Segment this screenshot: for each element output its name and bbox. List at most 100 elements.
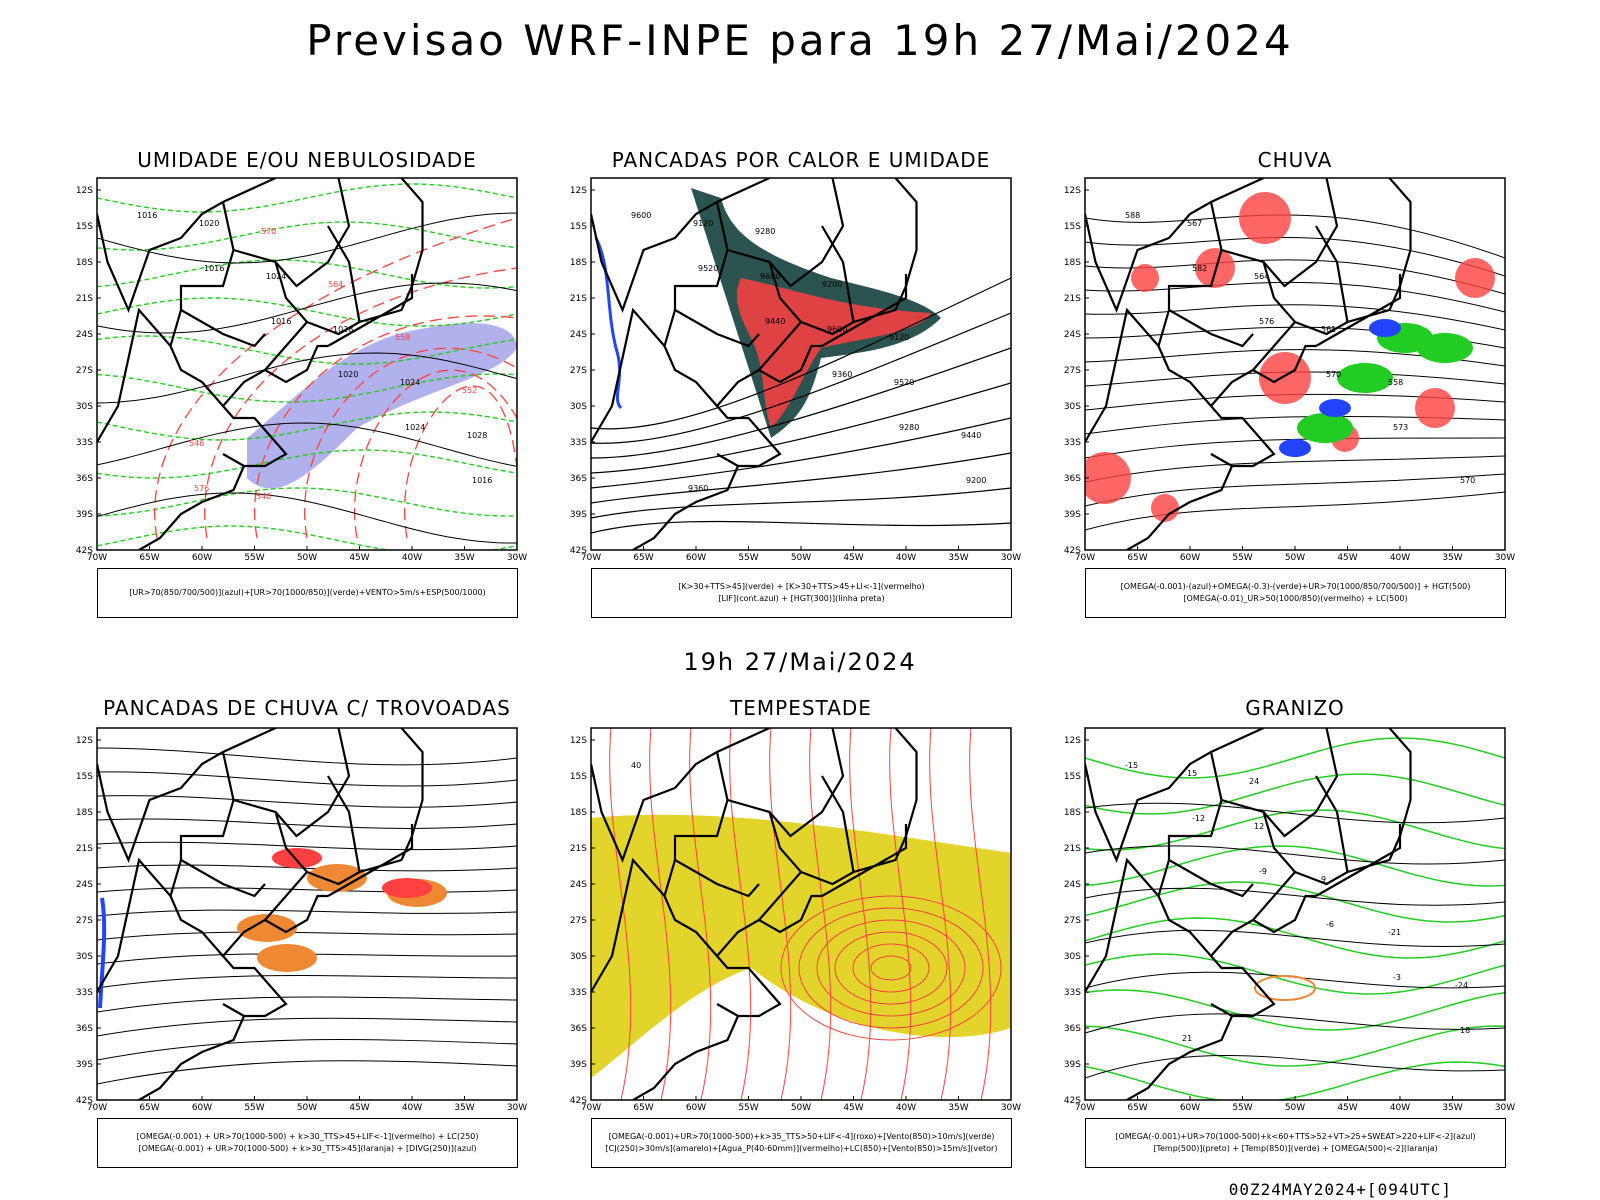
contour-label: 15	[1187, 769, 1197, 778]
contour-label: 558	[395, 333, 410, 342]
legend-line: [K>30+TTS>45](verde) + [K>30+TTS>45+LI<-…	[678, 582, 925, 591]
border-line	[1315, 274, 1402, 347]
lat-tick-label: 33S	[1064, 988, 1081, 998]
border-line	[821, 824, 908, 897]
panel-title: TEMPESTADE	[730, 696, 872, 720]
contour-label: 9280	[899, 423, 919, 432]
rain-blob	[1455, 258, 1495, 298]
contour-label: 9600	[631, 211, 651, 220]
legend-line: [Temp(500)](preto) + [Temp(850)](verde) …	[1153, 1144, 1438, 1153]
lat-tick-label: 33S	[570, 438, 587, 448]
border-line	[591, 178, 770, 314]
omega-blue	[1319, 399, 1351, 417]
lat-tick-label: 12S	[1064, 736, 1081, 746]
temp850-contour	[1085, 917, 1505, 959]
contour-label: 18	[1460, 1026, 1470, 1035]
streamline	[1085, 214, 1505, 259]
hgt-contour	[591, 487, 1011, 519]
lc-contour	[780, 895, 1002, 1041]
thickness-contour	[304, 347, 517, 539]
border-line	[1221, 178, 1339, 288]
border-line	[1262, 178, 1412, 336]
lat-tick-label: 39S	[570, 1060, 587, 1070]
lat-tick-label: 12S	[76, 186, 93, 196]
panel-title: GRANIZO	[1245, 696, 1345, 720]
lon-tick-label: 50W	[297, 553, 317, 563]
pressure-contour	[97, 352, 517, 404]
lat-tick-label: 27S	[76, 366, 93, 376]
hgt-contour	[591, 312, 1011, 444]
streamline	[1085, 473, 1505, 507]
border-line	[1167, 751, 1254, 898]
border-line	[264, 344, 328, 384]
contour-label: 561	[1321, 325, 1336, 334]
lon-tick-label: 55W	[738, 553, 758, 563]
contour-label: 9440	[961, 431, 981, 440]
panel-title: CHUVA	[1257, 148, 1333, 172]
lif-contour	[594, 237, 623, 410]
lat-tick-label: 42S	[76, 546, 93, 556]
lon-tick-label: 65W	[633, 553, 653, 563]
lat-tick-label: 36S	[1064, 1024, 1081, 1034]
contour-label: -6	[1326, 920, 1334, 929]
lat-tick-label: 27S	[1064, 916, 1081, 926]
lon-tick-label: 70W	[87, 553, 107, 563]
water-contour	[649, 728, 672, 1100]
contour-label: 1016	[137, 211, 157, 220]
lat-tick-label: 21S	[1064, 844, 1081, 854]
hgt-contour	[591, 417, 1011, 489]
border-line	[821, 225, 855, 323]
contour-label: 1024	[266, 272, 286, 281]
contour-label: 40	[631, 761, 641, 770]
lat-tick-label: 12S	[570, 186, 587, 196]
panel-title: UMIDADE E/OU NEBULOSIDADE	[137, 148, 477, 172]
border-line	[1209, 871, 1296, 1018]
lat-tick-label: 15S	[1064, 222, 1081, 232]
border-line	[179, 201, 266, 348]
contour-label: 9520	[698, 264, 718, 273]
border-line	[632, 465, 740, 550]
contour-label: 9120	[889, 333, 909, 342]
border-line	[758, 894, 822, 934]
lat-tick-label: 21S	[1064, 294, 1081, 304]
contour-label: -9	[1259, 867, 1267, 876]
contour-label: 9600	[827, 325, 847, 334]
lon-tick-label: 60W	[686, 553, 706, 563]
lat-tick-label: 30S	[76, 952, 93, 962]
streamline	[97, 841, 517, 851]
contour-label: 1028	[333, 325, 353, 334]
border-line	[673, 201, 760, 348]
legend-line: [OMEGA(-0.01)_UR>50(1000/850)(vermelho) …	[1183, 594, 1408, 603]
green-contour	[97, 449, 517, 479]
lat-tick-label: 30S	[570, 952, 587, 962]
border-line	[97, 728, 276, 864]
red-area	[382, 878, 432, 898]
lon-tick-label: 30W	[507, 553, 527, 563]
lon-tick-label: 70W	[87, 1103, 107, 1113]
lon-tick-label: 50W	[791, 553, 811, 563]
map-plot: -15 -12 -9 -6 -3 18 15 12 9 -21 -24 21 24 12S 15S 18S 21…	[1064, 727, 1515, 1113]
water-contour	[889, 728, 912, 1100]
water-contour	[609, 728, 632, 1100]
streamline	[97, 818, 517, 829]
lat-tick-label: 18S	[570, 258, 587, 268]
contour-label: 1024	[400, 378, 420, 387]
border-line	[169, 895, 224, 957]
lat-tick-label: 12S	[570, 736, 587, 746]
contour-label: -3	[1393, 973, 1401, 982]
omega-green	[1417, 333, 1473, 363]
lat-tick-label: 27S	[76, 916, 93, 926]
lon-tick-label: 35W	[454, 1103, 474, 1113]
legend-box: [OMEGA(-0.001)+UR>70(1000-500)+k>35_TTS>…	[591, 1118, 1012, 1168]
border-line	[1315, 225, 1349, 323]
lon-tick-label: 60W	[1180, 553, 1200, 563]
lat-tick-label: 12S	[1064, 186, 1081, 196]
lon-tick-label: 55W	[244, 553, 264, 563]
lon-tick-label: 35W	[948, 553, 968, 563]
lon-tick-label: 45W	[349, 553, 369, 563]
lat-tick-label: 21S	[570, 294, 587, 304]
rain-blob	[1085, 452, 1131, 504]
lon-tick-label: 40W	[1390, 1103, 1410, 1113]
lon-tick-label: 40W	[402, 1103, 422, 1113]
lat-tick-label: 39S	[1064, 510, 1081, 520]
